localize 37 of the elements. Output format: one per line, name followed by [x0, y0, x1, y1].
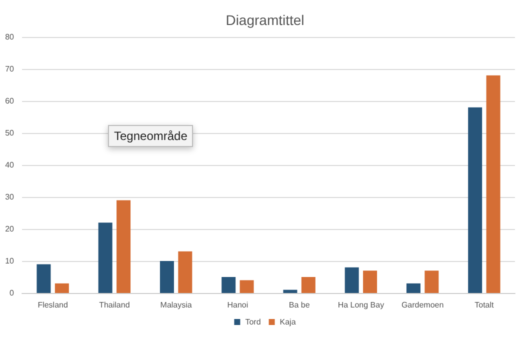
bar: [116, 200, 131, 293]
bar: [222, 277, 236, 293]
bar: [240, 280, 254, 293]
y-tick-label: 30: [5, 192, 15, 202]
y-tick-label: 80: [5, 32, 15, 42]
x-tick-label: Thailand: [99, 300, 130, 310]
bar: [98, 222, 112, 293]
y-tick-label: 40: [5, 160, 15, 170]
bar: [178, 251, 192, 293]
bar: [468, 107, 482, 293]
y-tick-label: 0: [10, 288, 15, 298]
chart-title: Diagramtittel: [226, 12, 304, 28]
annotation: Tegneområde: [108, 125, 194, 147]
bar: [301, 277, 316, 293]
bar: [160, 261, 174, 293]
bar: [36, 264, 51, 293]
x-tick-label: Ha Long Bay: [338, 300, 384, 310]
bar: [363, 270, 378, 293]
x-tick-label: Ba be: [288, 300, 310, 310]
bar: [406, 283, 420, 293]
bar: [344, 267, 359, 293]
x-tick-label: Flesland: [38, 300, 68, 310]
x-tick-label: Hanoi: [227, 300, 248, 310]
y-tick-label: 20: [5, 224, 15, 234]
x-tick-label: Totalt: [474, 300, 495, 310]
bar: [283, 290, 298, 293]
x-tick-label: Malaysia: [160, 300, 192, 310]
y-tick-label: 50: [5, 128, 15, 138]
x-tick-label: Gardemoen: [401, 300, 444, 310]
bar: [54, 283, 69, 293]
bar: [486, 75, 500, 293]
legend-label: Kaja: [280, 318, 296, 326]
y-tick-label: 70: [5, 64, 15, 74]
bar: [424, 270, 439, 293]
legend-label: Tord: [245, 318, 261, 326]
y-tick-label: 10: [5, 256, 15, 266]
y-tick-label: 60: [5, 96, 15, 106]
